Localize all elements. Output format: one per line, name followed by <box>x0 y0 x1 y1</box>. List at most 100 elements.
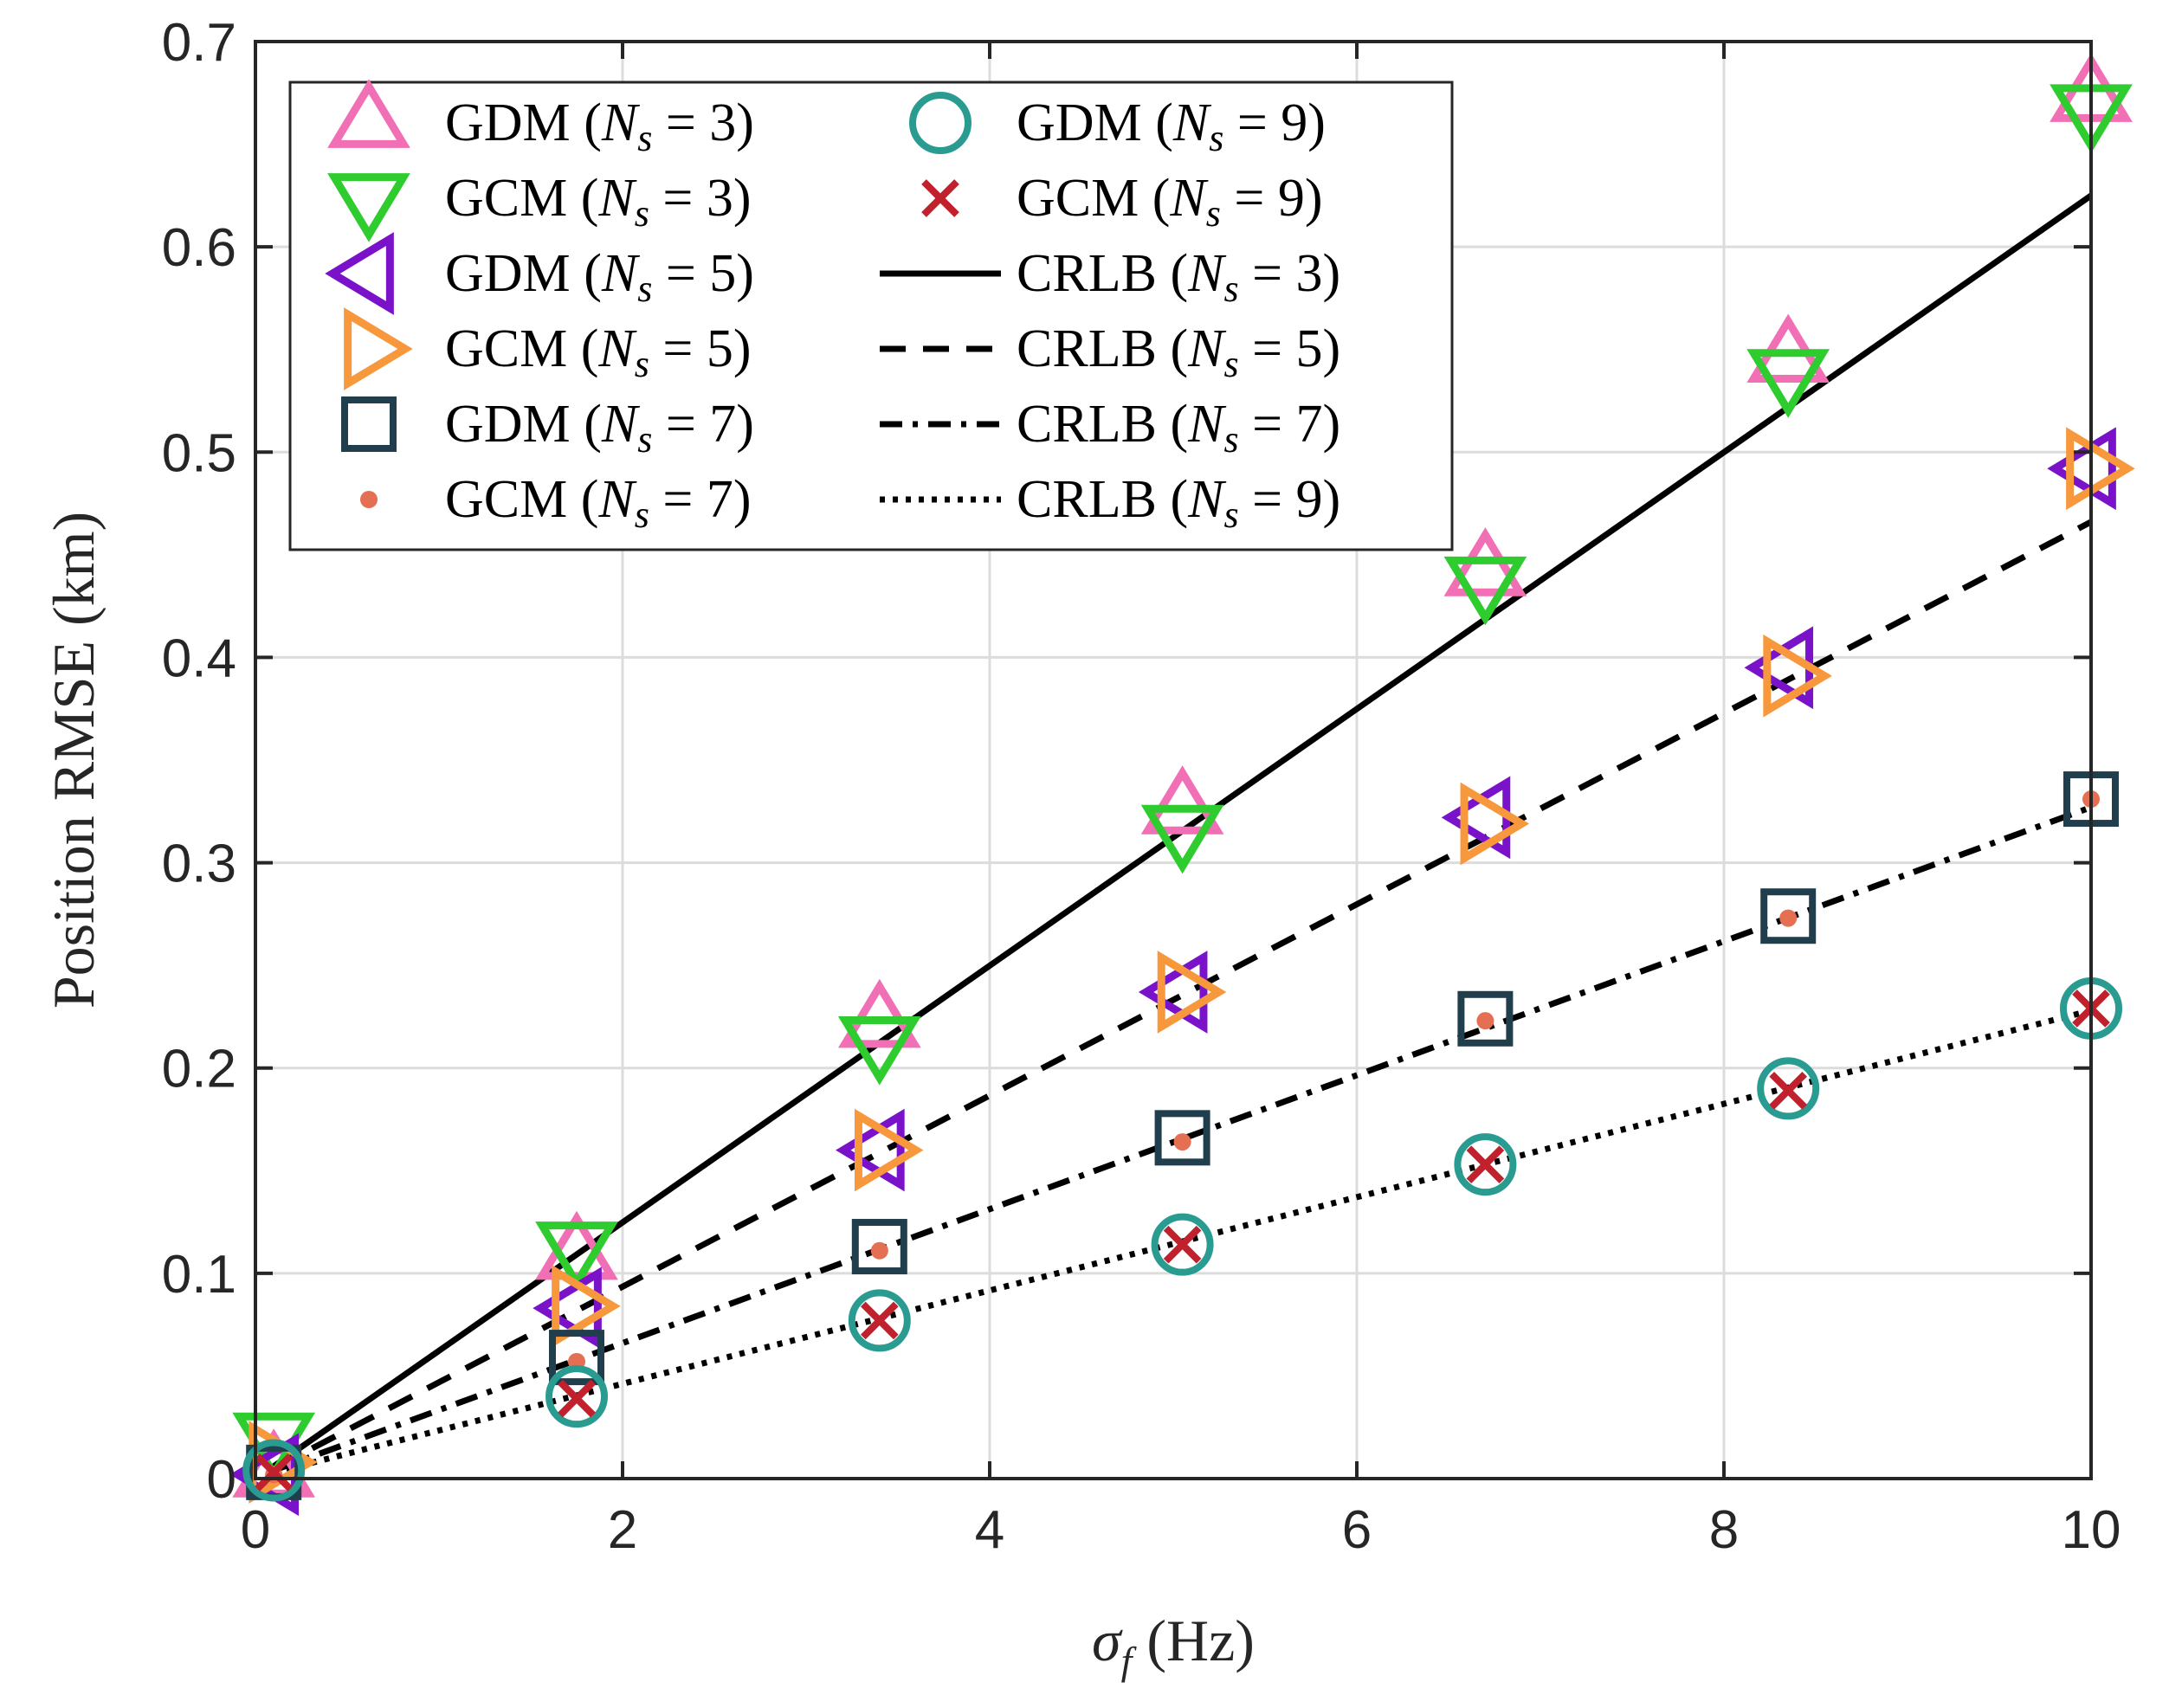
gdm-ns-7-point <box>851 1219 907 1275</box>
legend-entry-crlb-ns-3: CRLB (Ns = 3) <box>880 244 1340 310</box>
x-mark-stroke <box>558 1379 596 1418</box>
gdm-ns-7-point <box>1154 1110 1210 1166</box>
legend-method: GCM <box>445 169 567 228</box>
legend-label: GCM (Ns = 3) <box>445 169 752 235</box>
gcm-ns-3-point <box>535 1221 618 1291</box>
legend-ns-value: 5 <box>707 319 733 378</box>
y-tick-label: 0.1 <box>162 1245 236 1305</box>
legend-label: GDM (Ns = 9) <box>1017 93 1326 159</box>
legend-label: CRLB (Ns = 5) <box>1017 319 1340 385</box>
legend-method: GDM <box>445 395 571 454</box>
x-tick-label: 8 <box>1709 1500 1739 1560</box>
gdm-ns-9-point <box>242 1439 306 1502</box>
legend-ns-value: 5 <box>709 244 736 303</box>
gcm-ns-9-point <box>860 1301 899 1340</box>
gcm-ns-5-point <box>1157 951 1227 1034</box>
plot-frame <box>254 40 2093 1480</box>
x-tick-label: 10 <box>2062 1500 2121 1560</box>
legend-label: GDM (Ns = 5) <box>445 244 754 310</box>
legend-entry-gcm-ns-5: GCM (Ns = 5) <box>344 307 752 390</box>
x-axis-title: σf (Hz) <box>1092 1608 1255 1683</box>
legend-ns-value: 7 <box>709 395 736 454</box>
legend-label: CRLB (Ns = 3) <box>1017 244 1340 310</box>
x-tick-label: 0 <box>241 1500 270 1560</box>
gdm-ns-7-point <box>1760 888 1817 944</box>
gcm-ns-9-point <box>558 1379 596 1418</box>
legend-marker <box>325 232 394 315</box>
gdm-ns-7-point <box>1457 990 1514 1047</box>
gdm-ns-9-point <box>848 1289 911 1352</box>
gdm-ns-9-point <box>1151 1213 1214 1276</box>
legend-entry-gdm-ns-9: GDM (Ns = 9) <box>909 92 1326 159</box>
y-tick-label: 0 <box>207 1450 236 1510</box>
legend-method: GDM <box>445 244 571 303</box>
legend-entry-crlb-ns-7: CRLB (Ns = 7) <box>880 395 1340 461</box>
legend-method: GDM <box>1017 93 1142 152</box>
legend-method: GDM <box>445 93 571 152</box>
x-axis-unit: (Hz) <box>1146 1608 1255 1673</box>
legend-ns-value: 9 <box>1278 169 1305 228</box>
legend-label: GCM (Ns = 7) <box>445 470 752 536</box>
legend-label: GDM (Ns = 3) <box>445 93 754 159</box>
legend-ns-value: 9 <box>1281 93 1307 152</box>
legend-label: CRLB (Ns = 7) <box>1017 395 1340 461</box>
legend-method: GCM <box>445 319 567 378</box>
legend-entry-gdm-ns-5: GDM (Ns = 5) <box>325 232 754 315</box>
gcm-ns-7-point <box>1476 1012 1494 1030</box>
y-tick-label: 0.6 <box>162 218 236 278</box>
legend-marker <box>344 307 413 390</box>
data-markers <box>229 53 2135 1517</box>
y-tick-label: 0.7 <box>162 13 236 73</box>
legend-marker <box>921 179 959 217</box>
legend-ns-value: 5 <box>1296 319 1323 378</box>
y-tick-label: 0.2 <box>162 1040 236 1099</box>
gdm-ns-3-point <box>837 978 921 1048</box>
legend-entry-gcm-ns-7: GCM (Ns = 7) <box>360 470 752 536</box>
legend-method: GCM <box>1017 169 1139 228</box>
gcm-ns-9-point <box>1466 1145 1505 1183</box>
legend-ns-value: 9 <box>1296 470 1323 529</box>
legend-entry-gcm-ns-9: GCM (Ns = 9) <box>921 169 1323 235</box>
x-tick-label: 2 <box>608 1500 637 1560</box>
x-tick-label: 6 <box>1342 1500 1372 1560</box>
x-tick-label: 4 <box>975 1500 1004 1560</box>
legend-entry-gcm-ns-3: GCM (Ns = 3) <box>327 169 752 242</box>
gdm-ns-7-point <box>549 1330 604 1386</box>
gcm-ns-7-point <box>1173 1133 1191 1151</box>
legend-method: CRLB <box>1017 319 1157 378</box>
legend-marker <box>327 173 410 242</box>
gcm-ns-5-point <box>2066 427 2135 511</box>
legend-method: CRLB <box>1017 470 1157 529</box>
legend-method: CRLB <box>1017 395 1157 454</box>
gdm-ns-9-point <box>545 1365 608 1428</box>
x-mark-stroke <box>921 179 959 217</box>
legend-box <box>288 81 1454 551</box>
legend-label: GDM (Ns = 7) <box>445 395 754 461</box>
legend-label: CRLB (Ns = 9) <box>1017 470 1340 536</box>
gcm-ns-7-point <box>1779 909 1798 927</box>
legend-label: GCM (Ns = 9) <box>1017 169 1323 235</box>
gcm-ns-5-point <box>552 1264 621 1348</box>
gcm-ns-5-point <box>1460 782 1530 866</box>
y-tick-label: 0.5 <box>162 423 236 483</box>
x-mark-stroke <box>1163 1225 1202 1264</box>
gcm-ns-9-point <box>255 1453 294 1492</box>
x-mark-stroke <box>860 1301 899 1340</box>
gdm-ns-5-point <box>836 1108 905 1192</box>
legend-ns-value: 7 <box>707 470 733 529</box>
gcm-ns-3-point <box>1746 349 1830 418</box>
gcm-ns-3-point <box>1140 804 1224 874</box>
x-axis-symbol: σ <box>1092 1608 1123 1673</box>
axis-ticks: 0 2 4 6 8 10 0 0.1 0.2 0.3 0.4 0.5 0.6 0.7 <box>162 13 2121 1560</box>
legend-ns-value: 7 <box>1296 395 1323 454</box>
gcm-ns-3-point <box>837 1016 921 1086</box>
x-mark-stroke <box>1466 1145 1505 1183</box>
gcm-ns-3-point <box>1443 556 1527 626</box>
legend-entry-crlb-ns-5: CRLB (Ns = 5) <box>880 319 1340 385</box>
legend-ns-value: 3 <box>709 93 736 152</box>
legend-ns-value: 3 <box>707 169 733 228</box>
legend-entry-crlb-ns-9: CRLB (Ns = 9) <box>880 470 1340 536</box>
legend-entry-gdm-ns-7: GDM (Ns = 7) <box>341 395 754 461</box>
x-mark-stroke <box>1769 1071 1808 1110</box>
